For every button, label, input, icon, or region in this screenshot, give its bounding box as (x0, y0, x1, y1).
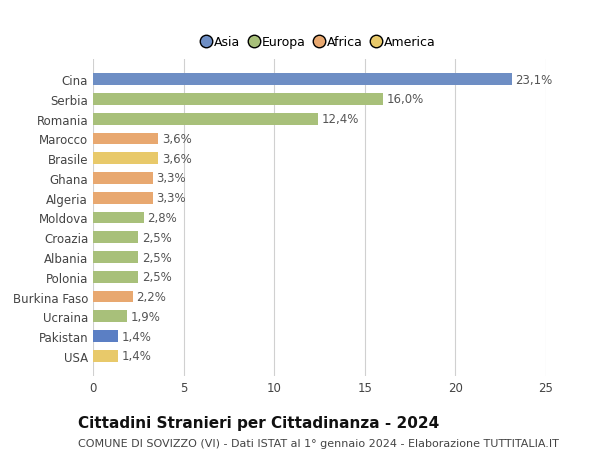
Text: 3,3%: 3,3% (157, 192, 186, 205)
Text: 2,5%: 2,5% (142, 271, 172, 284)
Text: 1,4%: 1,4% (122, 350, 152, 363)
Bar (93, 271, 139, 283)
Bar (93, 94, 383, 106)
Text: 3,6%: 3,6% (162, 152, 191, 165)
Bar (93, 311, 127, 323)
Bar (93, 252, 139, 263)
Bar (93, 113, 317, 125)
Bar (93, 232, 139, 244)
Bar (93, 74, 512, 86)
Text: 23,1%: 23,1% (515, 73, 553, 86)
Text: 2,8%: 2,8% (148, 212, 177, 224)
Text: 2,2%: 2,2% (136, 291, 166, 303)
Bar (93, 291, 133, 303)
Text: 3,3%: 3,3% (157, 172, 186, 185)
Text: 3,6%: 3,6% (162, 133, 191, 146)
Text: 1,4%: 1,4% (122, 330, 152, 343)
Text: Cittadini Stranieri per Cittadinanza - 2024: Cittadini Stranieri per Cittadinanza - 2… (78, 415, 439, 431)
Bar (93, 350, 118, 362)
Text: 1,9%: 1,9% (131, 310, 161, 323)
Legend: Asia, Europa, Africa, America: Asia, Europa, Africa, America (198, 31, 441, 54)
Bar (93, 153, 158, 165)
Bar (93, 173, 153, 185)
Text: 2,5%: 2,5% (142, 251, 172, 264)
Bar (93, 192, 153, 204)
Text: 16,0%: 16,0% (386, 93, 424, 106)
Text: 12,4%: 12,4% (322, 113, 359, 126)
Bar (93, 212, 144, 224)
Text: COMUNE DI SOVIZZO (VI) - Dati ISTAT al 1° gennaio 2024 - Elaborazione TUTTITALIA: COMUNE DI SOVIZZO (VI) - Dati ISTAT al 1… (78, 438, 559, 448)
Bar (93, 133, 158, 145)
Text: 2,5%: 2,5% (142, 231, 172, 244)
Bar (93, 330, 118, 342)
